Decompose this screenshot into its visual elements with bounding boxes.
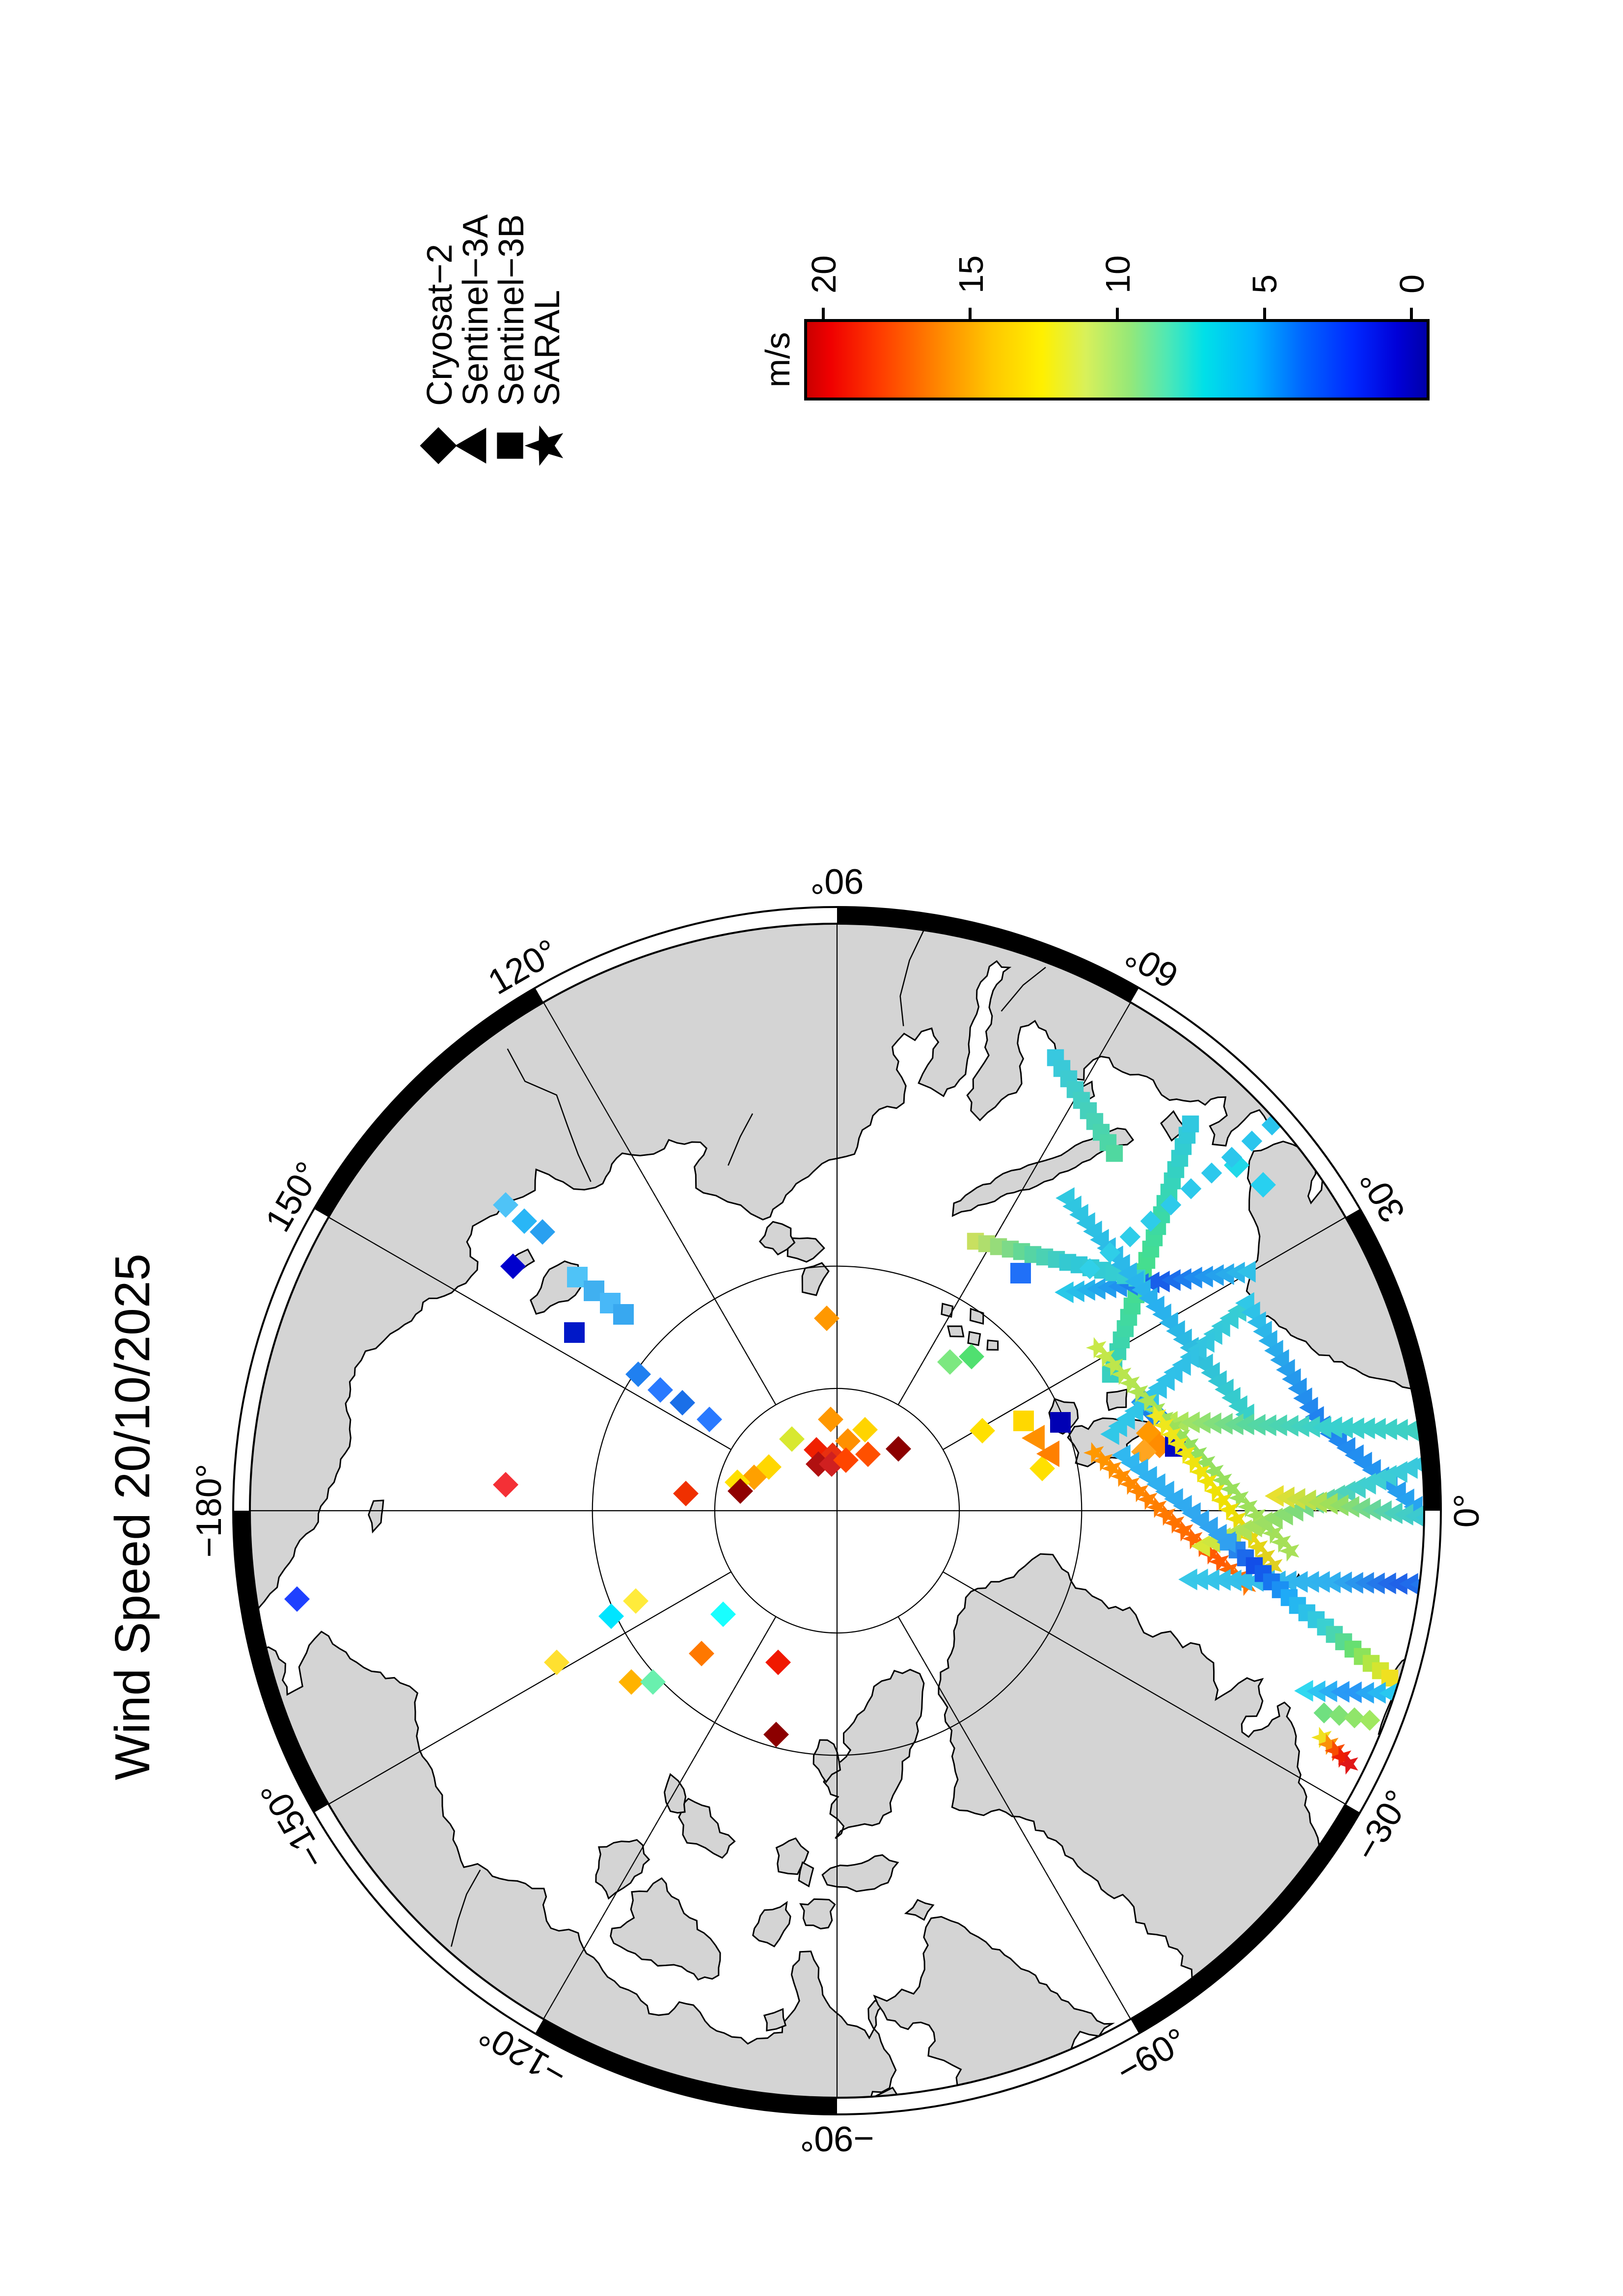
svg-text:90°: 90° — [811, 861, 864, 901]
svg-text:10: 10 — [1099, 255, 1137, 294]
svg-text:Cryosat−2: Cryosat−2 — [420, 244, 460, 406]
svg-text:−180°: −180° — [189, 1464, 229, 1558]
svg-text:0: 0 — [1393, 274, 1431, 294]
svg-text:20: 20 — [805, 255, 843, 294]
svg-text:Sentinel−3B: Sentinel−3B — [492, 214, 531, 406]
svg-text:5: 5 — [1245, 274, 1284, 294]
svg-text:0°: 0° — [1447, 1494, 1487, 1528]
svg-text:Wind Speed 20/10/2025: Wind Speed 20/10/2025 — [105, 1254, 160, 1780]
svg-text:15: 15 — [952, 255, 990, 294]
svg-text:Sentinel−3A: Sentinel−3A — [456, 214, 495, 406]
svg-text:m/s: m/s — [758, 332, 797, 388]
svg-text:−90°: −90° — [800, 2119, 874, 2158]
svg-text:SARAL: SARAL — [528, 290, 567, 406]
